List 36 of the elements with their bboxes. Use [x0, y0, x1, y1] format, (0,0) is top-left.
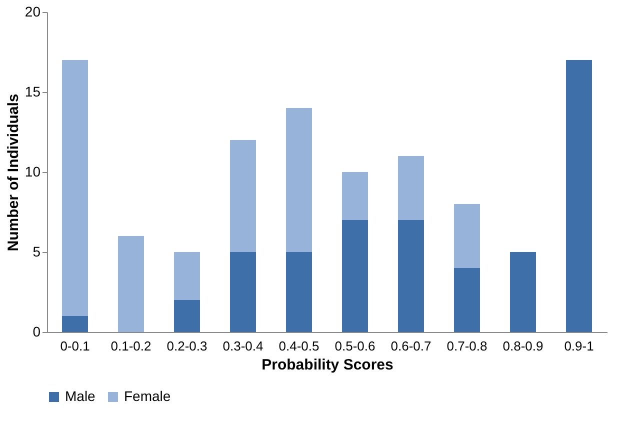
y-axis-title: Number of Individuals: [4, 94, 22, 252]
x-tick-label: 0-0.1: [60, 338, 90, 354]
bar: [566, 60, 592, 332]
x-tick-label: 0.7-0.8: [446, 338, 488, 354]
legend-label: Female: [124, 388, 171, 404]
bar: [62, 60, 88, 316]
bar: [62, 316, 88, 332]
bar: [342, 220, 368, 332]
x-tick-label: 0.8-0.9: [502, 338, 544, 354]
x-tick-label: 0.4-0.5: [278, 338, 320, 354]
bar: [454, 204, 480, 268]
bar: [174, 252, 200, 300]
bar: [118, 236, 144, 332]
bar: [174, 300, 200, 332]
x-axis-title: Probability Scores: [262, 356, 394, 374]
bar: [398, 156, 424, 220]
x-tick-label: 0.6-0.7: [390, 338, 432, 354]
x-tick-label: 0.2-0.3: [166, 338, 208, 354]
bar: [286, 252, 312, 332]
y-tick-label: 10: [24, 164, 41, 180]
x-tick-label: 0.9-1: [564, 338, 594, 354]
y-tick-label: 0: [32, 324, 41, 340]
x-tick-label: 0.3-0.4: [222, 338, 264, 354]
bar: [286, 108, 312, 252]
bar: [342, 172, 368, 220]
y-tick-label: 20: [24, 4, 41, 20]
bar: [230, 252, 256, 332]
x-tick-label: 0.1-0.2: [110, 338, 152, 354]
bar: [510, 252, 536, 332]
x-tick-label: 0.5-0.6: [334, 338, 376, 354]
y-tick-label: 5: [32, 244, 41, 260]
y-tick-label: 15: [24, 84, 41, 100]
bar: [398, 220, 424, 332]
bar: [230, 140, 256, 252]
bar: [454, 268, 480, 332]
legend-label: Male: [65, 388, 96, 404]
